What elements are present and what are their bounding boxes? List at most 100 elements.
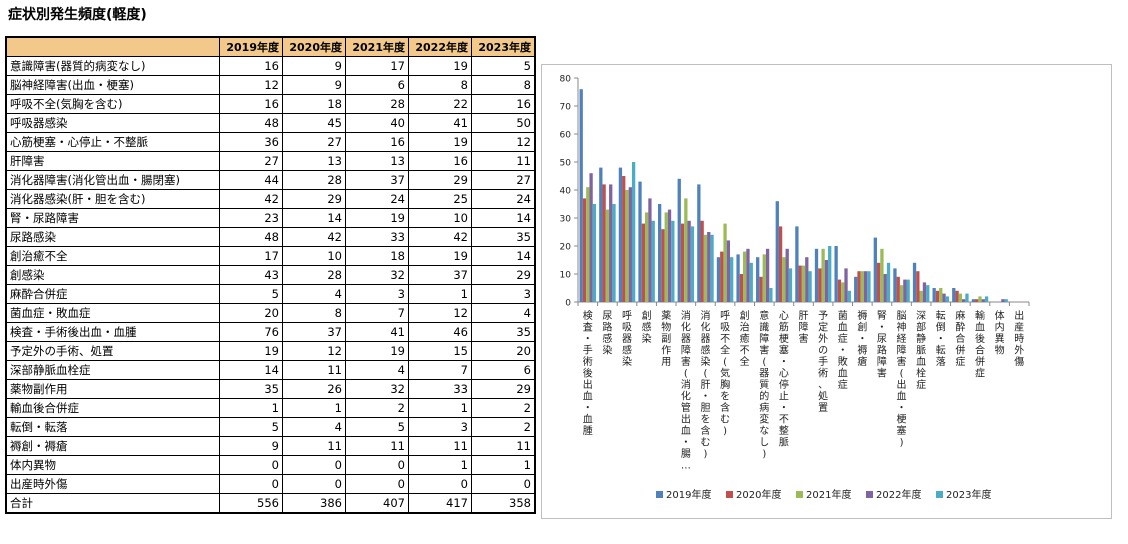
bar [906,279,910,302]
row-label: 肝障害 [5,151,220,171]
bar [844,268,848,302]
value-cell: 5 [345,417,409,437]
value-cell: 42 [282,227,346,247]
bar [922,282,927,302]
y-tick-label: 40 [560,187,572,197]
bar [710,234,714,302]
table-row: 褥創・褥瘡 9 11 11 11 11 [5,436,536,456]
value-cell: 41 [408,113,472,133]
value-cell: 1 [219,398,283,418]
row-label: 脳神経障害(出血・梗塞) [5,75,220,95]
value-cell: 19 [219,341,283,361]
table-row: 薬物副作用 35 26 32 33 29 [5,379,536,399]
value-cell: 35 [219,379,283,399]
value-cell: 0 [471,474,536,494]
bar [743,251,747,302]
x-tick-label: 輸血後合併症 [975,309,985,380]
x-tick-label: 検査・手術後出血・血腫 [583,309,593,437]
value-cell: 9 [219,436,283,456]
table-row: 創感染 43 28 32 37 29 [5,265,536,285]
bar [759,276,763,302]
bar [618,167,623,302]
y-tick-label: 70 [560,103,572,113]
value-cell: 358 [471,493,536,514]
value-cell: 13 [345,151,409,171]
row-label: 転倒・転落 [5,417,220,437]
bar [586,187,590,302]
value-cell: 24 [471,189,536,209]
value-cell: 16 [219,56,283,76]
year-header: 2020年度 [282,36,346,57]
bar [690,226,695,302]
bar [958,293,963,302]
value-cell: 2 [471,398,536,418]
value-cell: 1 [408,284,472,304]
value-cell: 16 [408,151,472,171]
x-tick-label: 菌血症・敗血症 [838,310,848,391]
value-cell: 6 [471,360,536,380]
value-cell: 556 [219,493,283,514]
value-cell: 37 [345,170,409,190]
bar [684,198,688,302]
legend-swatch [656,491,663,498]
bar [707,232,711,302]
y-tick-label: 50 [560,159,572,169]
value-cell: 37 [408,265,472,285]
value-cell: 45 [282,113,346,133]
table-header-row: 2019年度 2020年度 2021年度 2022年度 2023年度 [5,36,536,57]
value-cell: 4 [471,303,536,323]
value-cell: 41 [345,322,409,342]
value-cell: 12 [471,132,536,152]
value-cell: 16 [471,94,536,114]
value-cell: 4 [345,360,409,380]
y-tick-label: 60 [560,131,572,141]
value-cell: 1 [282,398,346,418]
row-label: 合計 [5,493,220,514]
table-row: 呼吸器感染 48 45 40 41 50 [5,113,536,133]
y-tick-label: 30 [560,215,572,225]
bar [609,184,613,302]
value-cell: 16 [345,132,409,152]
legend-swatch [796,491,803,498]
x-tick-label: 尿路感染 [602,310,612,357]
value-cell: 2 [345,398,409,418]
value-cell: 20 [471,341,536,361]
value-cell: 35 [471,322,536,342]
value-cell: 3 [345,284,409,304]
value-cell: 0 [282,474,346,494]
total-row: 合計 556 386 407 417 358 [5,493,536,514]
bar [962,299,966,302]
value-cell: 0 [408,474,472,494]
bar [886,262,891,302]
bar [808,271,812,302]
data-table: 2019年度 2020年度 2021年度 2022年度 2023年度 意識障害(器質的病… [5,36,536,514]
table-row: 肝障害 27 13 13 16 11 [5,151,536,171]
value-cell: 1 [408,455,472,475]
value-cell: 19 [408,132,472,152]
value-cell: 17 [219,246,283,266]
row-label: 心筋梗塞・心停止・不整脈 [5,132,220,152]
table-row: 創治癒不全 17 10 18 19 14 [5,246,536,266]
value-cell: 3 [408,417,472,437]
value-cell: 17 [345,56,409,76]
value-cell: 29 [471,265,536,285]
year-header: 2022年度 [408,36,472,57]
value-cell: 0 [345,455,409,475]
bar [582,198,587,302]
value-cell: 8 [408,75,472,95]
bar [723,223,727,302]
value-cell: 46 [408,322,472,342]
x-tick-label: 脳神経障害(出血・梗塞) [897,310,907,449]
bar [739,274,744,302]
y-tick-label: 80 [560,75,572,85]
bar [978,296,982,302]
bar [880,248,884,302]
value-cell: 10 [282,246,346,266]
value-cell: 44 [219,170,283,190]
value-cell: 0 [345,474,409,494]
value-cell: 36 [219,132,283,152]
bar [657,204,662,302]
bar [605,209,610,302]
bar [762,254,766,302]
bar [867,271,871,302]
